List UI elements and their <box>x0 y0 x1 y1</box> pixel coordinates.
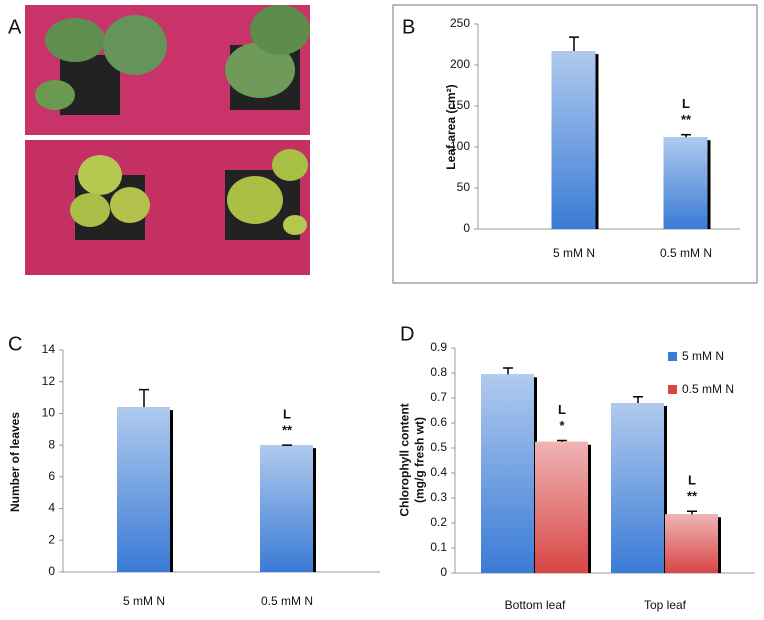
y-tick-label: 250 <box>450 16 470 30</box>
y-tick-label: 0.3 <box>430 490 447 504</box>
bar-shadow <box>312 448 316 572</box>
bar-shine <box>481 374 534 573</box>
bar-shadow <box>169 410 173 572</box>
y-tick-label: 50 <box>457 180 471 194</box>
legend-swatch <box>668 352 677 361</box>
legend-label: 0.5 mM N <box>682 382 734 396</box>
y-tick-label: 0.8 <box>430 365 447 379</box>
x-tick-label: 0.5 mM N <box>660 246 712 260</box>
y-axis-title: Number of leaves <box>8 412 22 512</box>
x-tick-label: 5 mM N <box>123 594 165 608</box>
y-tick-label: 0 <box>463 221 470 235</box>
bar-shine <box>665 514 718 573</box>
y-tick-label: 100 <box>450 139 470 153</box>
y-tick-label: 0.5 <box>430 440 447 454</box>
significance-letter: L <box>558 402 566 417</box>
y-axis-title: Leaf area (cm²) <box>444 84 458 169</box>
significance-stars: ** <box>282 423 293 438</box>
legend-swatch <box>668 385 677 394</box>
bar-shine <box>117 407 170 572</box>
y-tick-label: 0 <box>440 565 447 579</box>
bar-shadow <box>594 54 599 230</box>
y-axis-title: Chlorophyll content <box>398 403 412 516</box>
y-tick-label: 0.1 <box>430 540 447 554</box>
significance-letter: L <box>283 407 291 422</box>
significance-stars: ** <box>687 489 698 504</box>
y-tick-label: 6 <box>48 469 55 483</box>
x-tick-label: Bottom leaf <box>505 598 566 612</box>
x-tick-label: 5 mM N <box>553 246 595 260</box>
significance-letter: L <box>688 473 696 488</box>
y-tick-label: 0.6 <box>430 415 447 429</box>
bar-shine <box>663 137 708 229</box>
photo <box>25 5 310 275</box>
bar-shine <box>551 51 596 230</box>
y-tick-label: 10 <box>42 406 56 420</box>
y-tick-label: 200 <box>450 57 470 71</box>
panel-label: A <box>8 16 22 38</box>
y-tick-label: 150 <box>450 98 470 112</box>
y-tick-label: 0 <box>48 564 55 578</box>
panel-label: D <box>400 323 414 345</box>
x-tick-label: 0.5 mM N <box>261 594 313 608</box>
bar-shadow <box>717 517 721 573</box>
legend-label: 5 mM N <box>682 349 724 363</box>
x-tick-label: Top leaf <box>644 598 687 612</box>
bar-shine <box>535 441 588 573</box>
panel-label: B <box>402 16 415 38</box>
y-tick-label: 8 <box>48 437 55 451</box>
significance-stars: * <box>559 418 565 433</box>
y-tick-label: 0.9 <box>430 340 447 354</box>
y-tick-label: 14 <box>42 342 56 356</box>
bar-shadow <box>663 406 667 573</box>
bar-shadow <box>587 444 591 573</box>
y-tick-label: 0.4 <box>430 465 447 479</box>
y-tick-label: 2 <box>48 532 55 546</box>
y-axis-title: (mg/g fresh wt) <box>413 417 427 503</box>
panel-label: C <box>8 333 22 355</box>
bar-shine <box>260 445 313 572</box>
y-tick-label: 0.7 <box>430 390 447 404</box>
bar-shine <box>611 403 664 573</box>
bar-shadow <box>706 140 711 229</box>
significance-stars: ** <box>681 112 692 127</box>
y-tick-label: 0.2 <box>430 515 447 529</box>
y-tick-label: 12 <box>42 374 56 388</box>
y-tick-label: 4 <box>48 501 55 515</box>
significance-letter: L <box>682 96 690 111</box>
panel-frame <box>392 4 758 284</box>
